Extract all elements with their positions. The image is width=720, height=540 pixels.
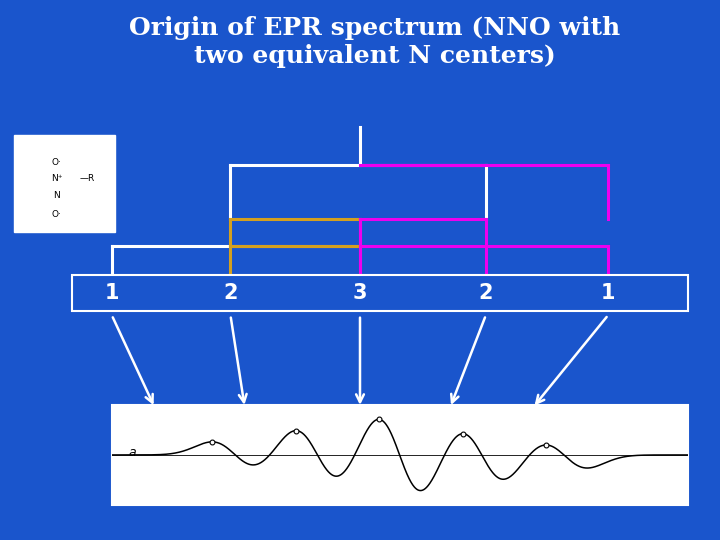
Text: 1: 1	[104, 283, 119, 303]
Text: 2: 2	[479, 283, 493, 303]
Text: 3: 3	[353, 283, 367, 303]
FancyBboxPatch shape	[72, 275, 688, 310]
Text: O·: O·	[52, 210, 62, 219]
Text: a: a	[128, 446, 135, 460]
FancyBboxPatch shape	[14, 135, 115, 232]
FancyBboxPatch shape	[112, 405, 688, 505]
Text: —R: —R	[80, 174, 95, 183]
Text: Origin of EPR spectrum (NNO with
two equivalent N centers): Origin of EPR spectrum (NNO with two equ…	[129, 16, 620, 68]
Text: 1: 1	[601, 283, 616, 303]
Text: 2: 2	[223, 283, 238, 303]
Text: N⁺: N⁺	[51, 174, 63, 183]
Text: N: N	[53, 191, 60, 200]
Text: O·: O·	[52, 158, 62, 167]
